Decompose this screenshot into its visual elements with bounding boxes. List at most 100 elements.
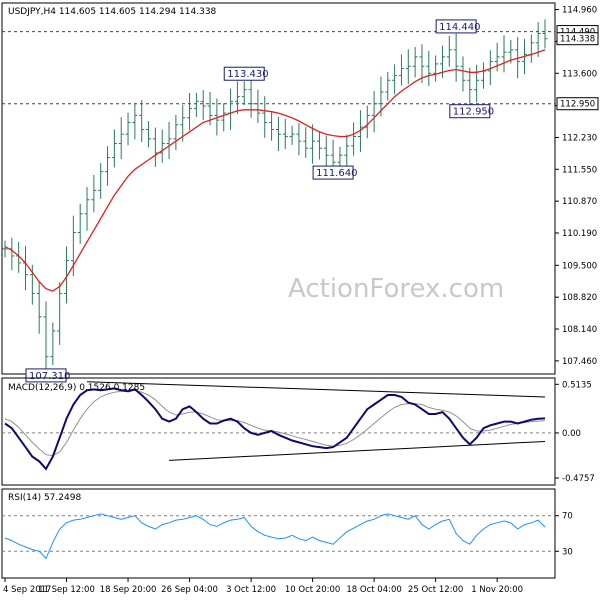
price-bars [2, 19, 548, 370]
level-tag-label: 112.950 [560, 100, 595, 110]
ma-line [4, 49, 546, 292]
price-panel: ActionForex.com 107.310 113.430 111.640 114… [1, 2, 599, 383]
price-bar [159, 129, 165, 163]
price-bar [77, 203, 83, 244]
price-y-tick-label: 107.460 [562, 357, 597, 367]
annotation-box [223, 66, 265, 81]
annotation-label: 107.310 [29, 371, 70, 382]
price-bar [371, 91, 377, 133]
price-bar [64, 246, 70, 304]
price-bar [282, 118, 288, 150]
price-annotation: 113.430 [223, 66, 269, 81]
price-bar [501, 35, 507, 73]
x-tick-label: 26 Sep 04:00 [161, 585, 218, 595]
price-bar [453, 32, 459, 82]
rsi-title: RSI(14) 57.2498 [8, 493, 81, 503]
price-bar [187, 92, 193, 131]
price-bar [296, 122, 302, 156]
annotation-box [312, 165, 354, 180]
price-y-tick-label: 113.600 [562, 69, 597, 79]
price-y-tick-label: 108.820 [562, 293, 597, 303]
x-tick-label: 18 Oct 04:00 [346, 585, 401, 595]
price-bar [405, 49, 411, 85]
price-bar [316, 131, 322, 160]
price-moving-average [4, 49, 546, 292]
price-bar [105, 146, 111, 186]
price-bar [494, 42, 500, 72]
x-tick-label: 1 Nov 20:00 [471, 585, 523, 595]
price-y-tick-label: 110.870 [562, 197, 597, 207]
price-y-tick-label: 111.550 [562, 165, 597, 175]
macd-y-tick-label: 0.00 [562, 429, 581, 439]
price-bar [248, 78, 254, 118]
price-bar [166, 121, 172, 159]
price-bar [269, 112, 275, 141]
rsi-panel: 70 30 RSI(14) 57.2498 [1, 488, 573, 579]
price-bar [118, 117, 124, 159]
price-bar [460, 56, 466, 92]
x-tick-label: 18 Sep 20:00 [100, 585, 157, 595]
rsi-y-axis: 70 30 [555, 512, 573, 557]
price-title: USDJPY,H4 114.605 114.605 114.294 114.33… [8, 7, 217, 17]
price-bar [392, 64, 398, 95]
price-levels [2, 31, 555, 105]
price-bar [173, 114, 179, 151]
price-y-tick-label: 112.230 [562, 133, 597, 143]
price-annotation: 114.440 [435, 19, 480, 34]
price-bar [487, 50, 493, 85]
price-bar [50, 322, 56, 366]
price-y-tick-label: 110.190 [562, 229, 597, 239]
rsi-y-tick-label: 70 [562, 512, 573, 522]
rsi-line [4, 513, 546, 560]
price-bar [310, 124, 316, 164]
price-bar [385, 71, 391, 101]
price-bar [2, 240, 8, 258]
price-bar [180, 105, 186, 142]
x-tick-label: 25 Oct 12:00 [408, 585, 463, 595]
price-bar [57, 282, 63, 345]
rsi-line [4, 513, 546, 560]
price-bar [351, 122, 357, 156]
x-tick-label: 11 Sep 12:00 [38, 585, 95, 595]
macd-y-axis: 0.5135 0.00 -0.4757 [555, 380, 595, 484]
macd-title: MACD(12,26,9) 0.1526 0.1285 [8, 383, 145, 393]
macd-signal-line [4, 389, 546, 457]
price-y-tick-label: 114.960 [562, 6, 597, 16]
price-bar [214, 98, 220, 136]
price-bar [125, 112, 131, 146]
price-bar [344, 134, 350, 170]
current-price-label: 114.338 [560, 35, 595, 45]
annotation-label: 111.640 [316, 168, 357, 179]
price-bar [542, 19, 548, 49]
price-bar [289, 125, 295, 145]
annotation-box [435, 19, 477, 34]
price-annotation: 111.640 [312, 165, 357, 180]
price-bar [303, 127, 309, 159]
price-bar [132, 102, 138, 140]
price-bar [200, 90, 206, 121]
price-bar [241, 81, 247, 106]
rsi-y-tick-label: 30 [562, 547, 573, 557]
annotation-label: 114.440 [439, 22, 480, 33]
current-price-box [556, 32, 599, 46]
level-tag-box [556, 97, 599, 111]
macd-y-tick-label: -0.4757 [562, 474, 595, 484]
price-annotation: 112.950 [449, 104, 494, 119]
price-bar [255, 89, 261, 123]
price-bar [36, 280, 42, 334]
price-bar [152, 127, 158, 167]
price-bar [474, 64, 480, 103]
price-bar [111, 129, 117, 168]
annotation-box [449, 104, 491, 119]
watermark: ActionForex.com [288, 274, 504, 304]
price-bar [535, 22, 541, 57]
annotation-box [25, 368, 67, 383]
price-bar [467, 67, 473, 107]
x-tick-label: 4 Sep 2017 [3, 585, 51, 595]
price-y-axis: 114.960114.280113.600112.910112.230111.5… [555, 6, 599, 367]
price-bar [43, 301, 49, 370]
price-bar [234, 81, 240, 115]
macd-trendlines [87, 381, 546, 461]
macd-line [4, 387, 546, 471]
